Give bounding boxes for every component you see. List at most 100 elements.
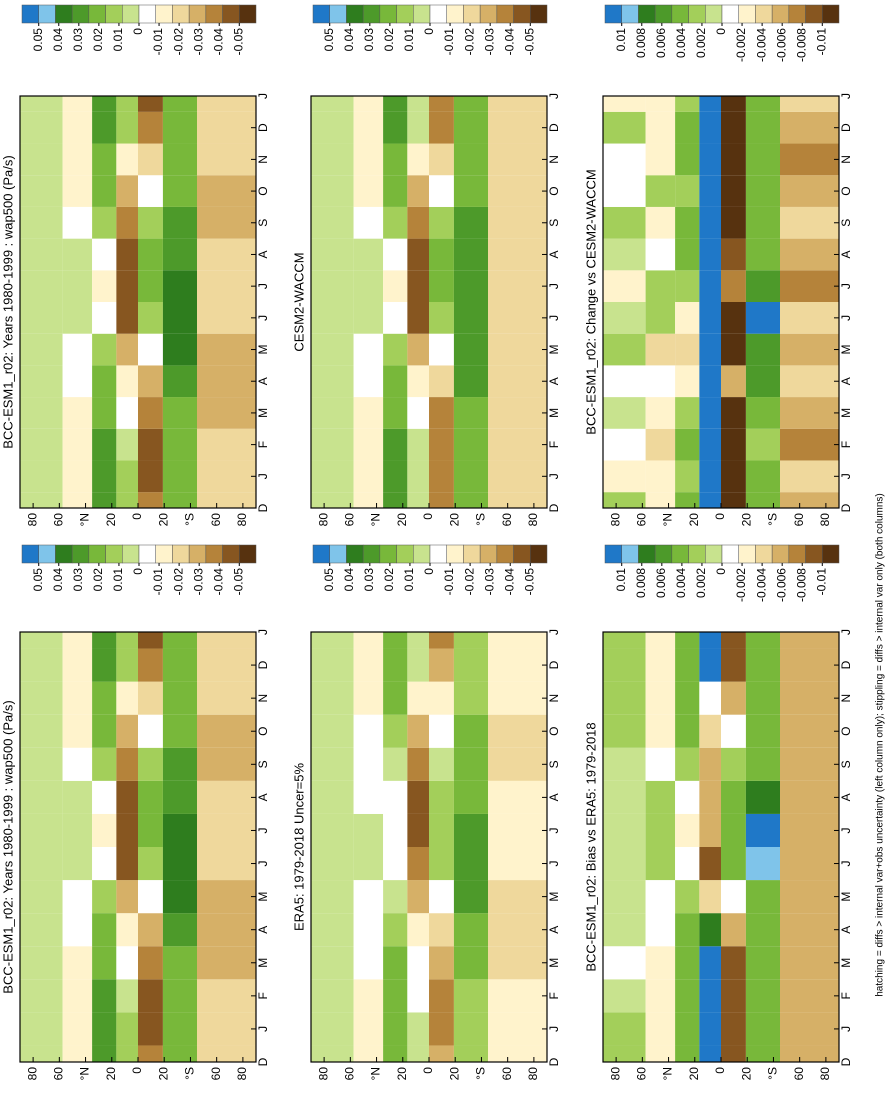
- cell: [699, 397, 721, 429]
- month-label: A: [839, 926, 853, 934]
- cell: [429, 1012, 454, 1046]
- cell: [488, 648, 547, 682]
- month-label: D: [547, 503, 561, 512]
- cell: [197, 979, 256, 1013]
- cell: [645, 460, 676, 493]
- cell: [699, 238, 721, 271]
- cell: [62, 714, 93, 748]
- cell: [488, 96, 547, 112]
- cell: [92, 397, 117, 429]
- colorbar-swatch: [822, 544, 840, 564]
- cell: [197, 175, 256, 207]
- cell: [745, 270, 780, 302]
- lat-tick-label: 0: [130, 513, 144, 520]
- cell: [92, 143, 117, 176]
- cell: [780, 397, 839, 429]
- cell: [197, 847, 256, 881]
- cell: [780, 111, 839, 144]
- month-label: A: [256, 793, 270, 801]
- cell: [645, 632, 676, 649]
- cell: [353, 913, 384, 947]
- colorbar-label: 0.04: [342, 28, 356, 52]
- month-label: D: [256, 503, 270, 512]
- cell: [162, 143, 197, 176]
- cell: [745, 96, 780, 112]
- cell: [407, 714, 429, 748]
- month-label: J: [547, 827, 561, 833]
- cell: [453, 913, 488, 947]
- cell: [429, 428, 454, 461]
- cell: [780, 847, 839, 881]
- cell: [62, 96, 93, 112]
- cell: [138, 238, 163, 271]
- cell: [311, 365, 354, 398]
- cell: [383, 175, 408, 207]
- cell: [162, 632, 197, 649]
- colorbar-swatch: [530, 4, 548, 24]
- cell: [20, 270, 63, 302]
- lat-tick-label: 80: [526, 1067, 540, 1081]
- cell: [138, 847, 163, 881]
- cell: [603, 206, 646, 239]
- month-label: F: [839, 992, 853, 999]
- cell: [488, 270, 547, 302]
- cell: [162, 747, 197, 781]
- cell: [138, 143, 163, 176]
- cell: [645, 96, 676, 112]
- cell: [488, 979, 547, 1013]
- cell: [162, 175, 197, 207]
- cell: [62, 1012, 93, 1046]
- cell: [721, 714, 746, 748]
- month-label: J: [839, 1026, 853, 1032]
- cell: [383, 946, 408, 980]
- cell: [603, 492, 646, 508]
- cell: [353, 648, 384, 682]
- month-label: J: [256, 93, 270, 99]
- lat-tick-label: °S: [183, 1067, 197, 1080]
- month-label: J: [256, 629, 270, 635]
- cell: [20, 747, 63, 781]
- cell: [116, 333, 138, 366]
- cell: [311, 333, 354, 366]
- cell: [488, 1045, 547, 1062]
- cell: [407, 111, 429, 144]
- cell: [603, 648, 646, 682]
- month-label: J: [547, 861, 561, 867]
- cell: [699, 913, 721, 947]
- colorbar-swatch: [688, 544, 706, 564]
- cell: [453, 632, 488, 649]
- cell: [745, 632, 780, 649]
- cell: [721, 238, 746, 271]
- month-label: J: [839, 315, 853, 321]
- cell: [407, 632, 429, 649]
- colorbar-swatch: [122, 4, 140, 24]
- cell: [675, 365, 700, 398]
- cell: [407, 143, 429, 176]
- cell: [780, 946, 839, 980]
- cell: [116, 270, 138, 302]
- cell: [645, 111, 676, 144]
- cell: [162, 96, 197, 112]
- cell: [162, 714, 197, 748]
- colorbar-label: -0.002: [734, 28, 748, 62]
- cell: [162, 428, 197, 461]
- colorbar-label: -0.02: [171, 568, 185, 596]
- cell: [453, 747, 488, 781]
- lat-tick-label: 80: [316, 1067, 330, 1081]
- cell: [675, 238, 700, 271]
- cell: [197, 681, 256, 715]
- colorbar-swatch: [638, 544, 656, 564]
- cell: [92, 206, 117, 239]
- cell: [383, 397, 408, 429]
- cell: [645, 946, 676, 980]
- colorbar-label: -0.02: [171, 28, 185, 56]
- cell: [92, 913, 117, 947]
- cell: [645, 681, 676, 715]
- lat-tick-label: 0: [713, 1067, 727, 1074]
- cell: [353, 847, 384, 881]
- lat-tick-label: 20: [447, 1067, 461, 1081]
- colorbar-swatch: [604, 4, 622, 24]
- cell: [429, 111, 454, 144]
- cell: [92, 747, 117, 781]
- colorbar-swatch: [346, 544, 364, 564]
